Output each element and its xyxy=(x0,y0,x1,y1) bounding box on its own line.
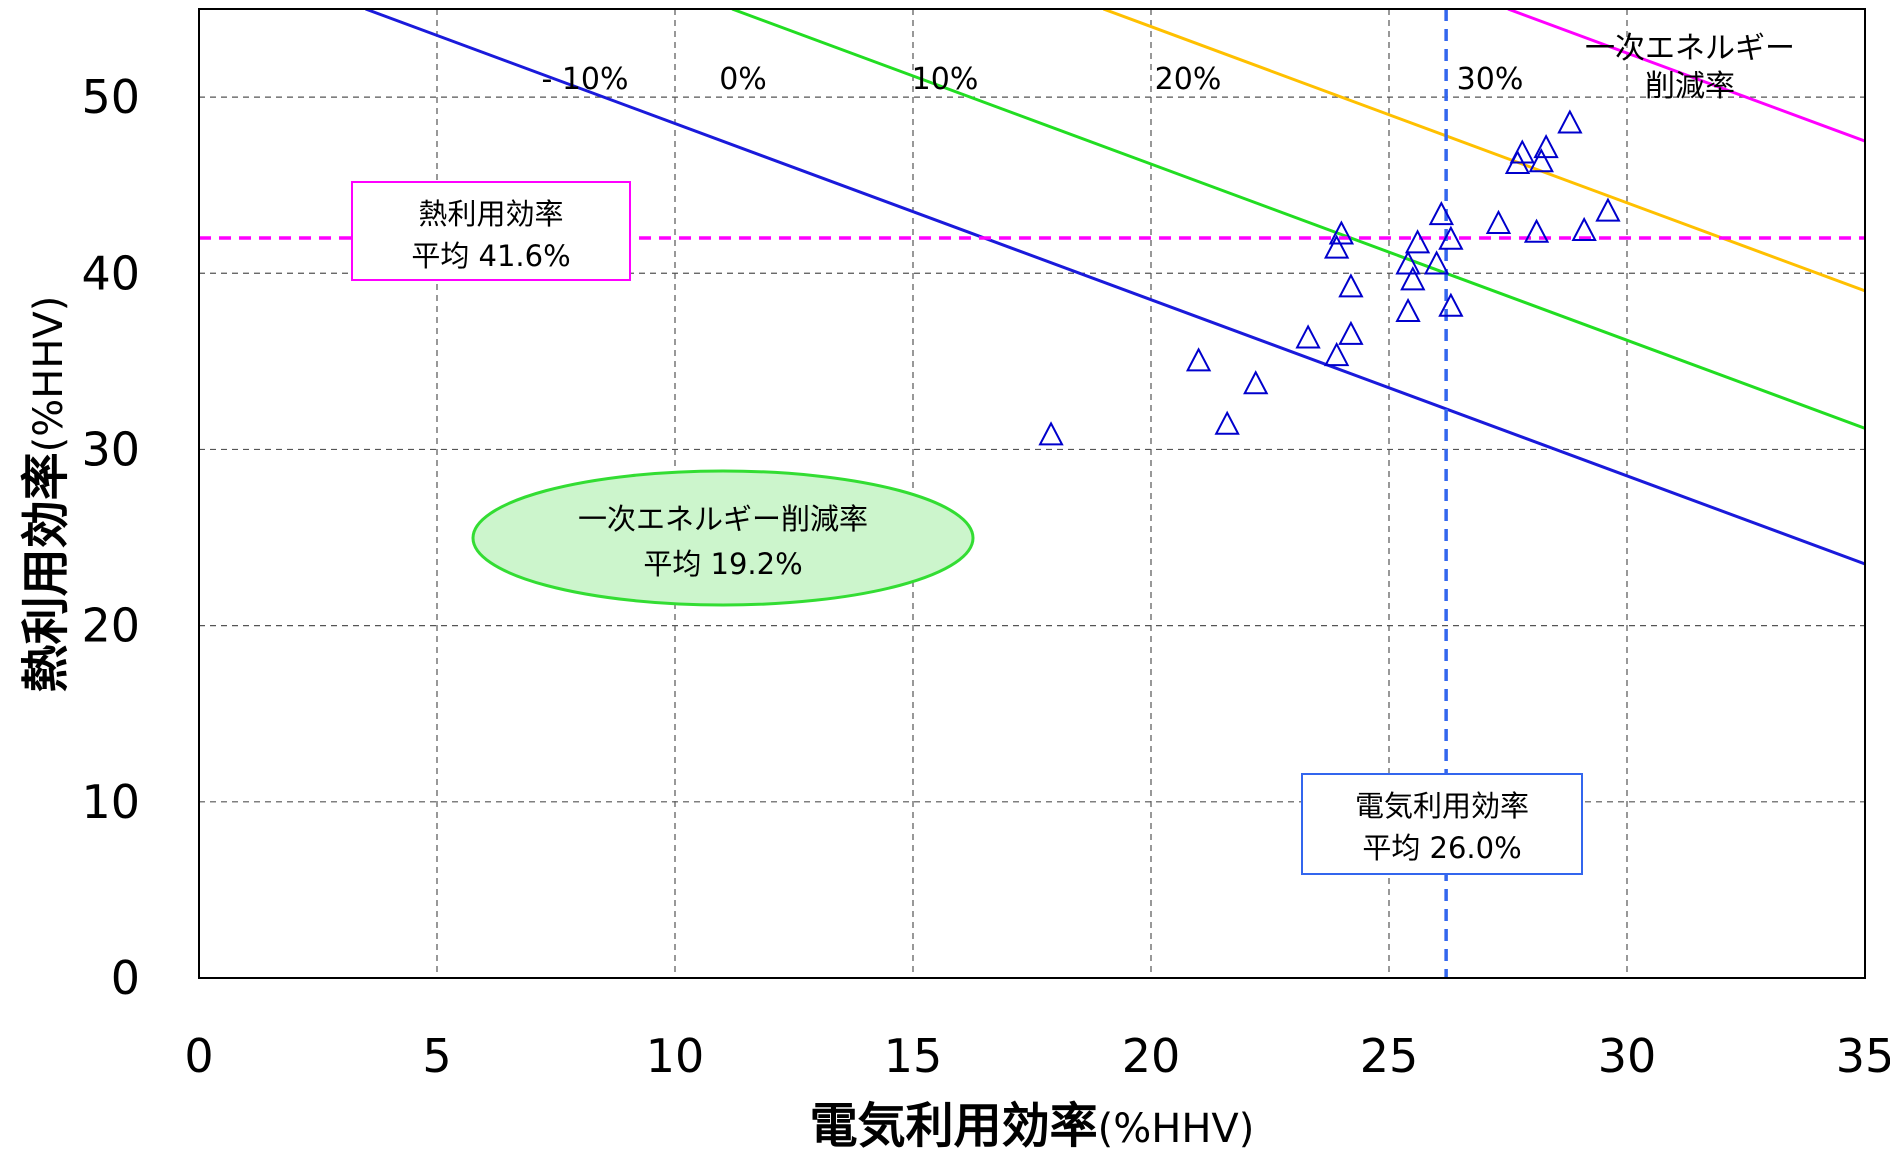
reduction-line-label: 10% xyxy=(912,62,979,97)
reduction-line-label: 20% xyxy=(1155,62,1222,97)
data-point xyxy=(1214,410,1240,435)
elec-average-box xyxy=(1301,773,1583,875)
data-point xyxy=(1243,370,1269,395)
data-point xyxy=(1323,341,1350,367)
reduction-line xyxy=(1865,0,1890,9)
data-point xyxy=(1395,250,1421,275)
data-point xyxy=(1185,347,1212,372)
y-tick-label: 20 xyxy=(81,599,140,653)
y-tick-label: 10 xyxy=(81,775,140,829)
reduction-line-label: - 10% xyxy=(541,62,628,97)
reduction-average-value: 平均 19.2% xyxy=(643,547,802,581)
tick-labels: 0 5 10 15 20 25 30 35 0 10 20 30 40 50 xyxy=(81,70,1890,1083)
data-point xyxy=(1595,197,1621,222)
y-tick-label: 40 xyxy=(81,246,140,300)
x-tick-label: 10 xyxy=(646,1029,705,1083)
data-point xyxy=(1038,421,1064,446)
reduction-line-label: 30% xyxy=(1457,62,1524,97)
data-point xyxy=(1528,148,1554,173)
x-tick-label: 5 xyxy=(422,1029,451,1083)
x-tick-label: 20 xyxy=(1122,1029,1181,1083)
average-lines xyxy=(199,9,1865,978)
data-point xyxy=(1428,200,1455,226)
data-point xyxy=(1395,297,1421,323)
reduction-line xyxy=(1102,9,1865,293)
reduction-average-ellipse xyxy=(471,469,975,607)
reduction-line-labels: - 10% 0% 10% 20% 30% xyxy=(541,62,1523,97)
x-tick-label: 30 xyxy=(1598,1029,1657,1083)
data-point xyxy=(1485,209,1512,234)
x-tick-label: 15 xyxy=(884,1029,943,1083)
data-point xyxy=(1295,324,1321,349)
reduction-title-line1: 一次エネルギー xyxy=(1585,31,1795,66)
y-tick-label: 0 xyxy=(111,951,140,1005)
heat-average-label: 熱利用効率 xyxy=(418,197,563,231)
reduction-line xyxy=(1507,9,1865,143)
elec-average-value: 平均 26.0% xyxy=(1362,831,1521,865)
y-axis-title: 熱利用効率(%HHV) xyxy=(18,296,74,693)
heat-average-value: 平均 41.6% xyxy=(411,239,570,273)
reduction-average-label: 一次エネルギー削減率 xyxy=(578,502,868,536)
reduction-line-label: 0% xyxy=(719,62,767,97)
data-point xyxy=(1404,229,1431,254)
grid-lines xyxy=(199,9,1865,978)
x-tick-label: 0 xyxy=(184,1029,213,1083)
y-tick-label: 30 xyxy=(81,422,140,476)
reduction-lines xyxy=(365,0,1890,566)
data-point xyxy=(1557,109,1583,134)
data-point xyxy=(1328,220,1355,245)
x-tick-label: 25 xyxy=(1360,1029,1419,1083)
data-point xyxy=(1400,266,1426,291)
elec-average-label: 電気利用効率 xyxy=(1355,789,1529,823)
data-point xyxy=(1338,320,1364,345)
reduction-title-line2: 削減率 xyxy=(1645,69,1735,104)
data-points xyxy=(1038,109,1621,446)
x-tick-label: 35 xyxy=(1836,1029,1890,1083)
data-point xyxy=(1509,139,1535,164)
data-point xyxy=(1438,292,1464,317)
data-point xyxy=(1523,218,1550,243)
plot-frame xyxy=(198,8,1866,979)
x-axis-title: 電気利用効率(%HHV) xyxy=(810,1098,1255,1149)
reduction-line xyxy=(731,9,1865,430)
data-point xyxy=(1571,216,1597,241)
data-point xyxy=(1423,250,1450,275)
reduction-line xyxy=(365,9,1865,566)
heat-average-box xyxy=(351,181,631,281)
data-point xyxy=(1533,134,1559,159)
data-point xyxy=(1438,225,1464,250)
data-point xyxy=(1323,234,1350,259)
y-tick-label: 50 xyxy=(81,70,140,124)
data-point xyxy=(1338,273,1364,298)
